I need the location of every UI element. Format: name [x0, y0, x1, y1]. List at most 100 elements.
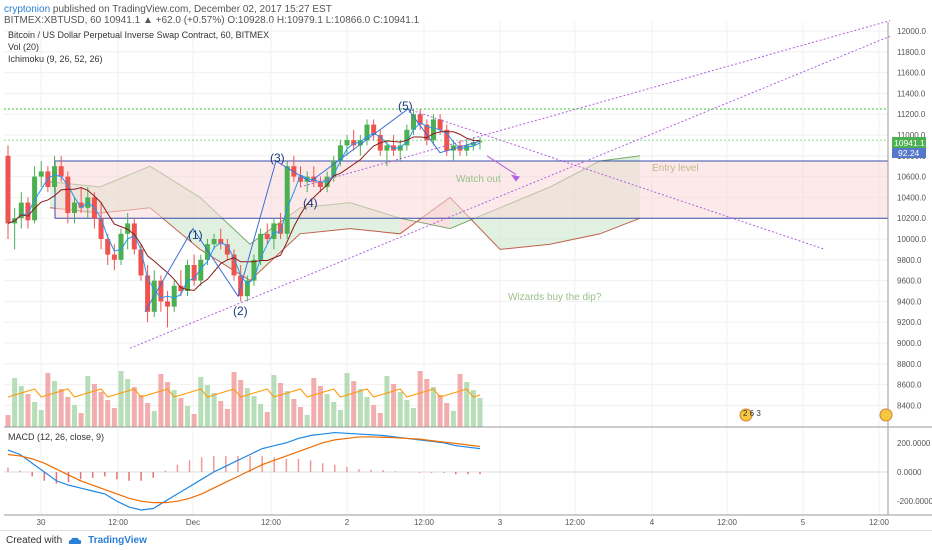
- volume-bar: [131, 387, 137, 427]
- time-tick-label: 2: [345, 518, 350, 527]
- volume-bar: [304, 415, 310, 427]
- candle-body: [391, 145, 397, 151]
- volume-bar: [91, 384, 97, 427]
- tradingview-cloud-icon: [68, 537, 82, 544]
- volume-bar: [25, 394, 31, 427]
- volume-bar: [231, 372, 237, 427]
- volume-bar: [204, 385, 210, 427]
- candle-body: [258, 233, 264, 260]
- volume-bar: [244, 388, 250, 427]
- candle-body: [204, 244, 210, 260]
- time-tick-label: 3: [498, 518, 503, 527]
- candle-body: [304, 176, 310, 182]
- macd-tick-label: 200.0000: [897, 439, 931, 448]
- candle-body: [98, 218, 104, 239]
- volume-bar: [191, 414, 197, 427]
- volume-bar: [450, 411, 456, 427]
- volume-bar: [457, 374, 463, 427]
- candle-body: [470, 142, 476, 146]
- candle-body: [331, 161, 337, 177]
- candle-body: [444, 129, 450, 151]
- candle-body: [337, 145, 343, 161]
- second-price-text: 92.24: [898, 148, 920, 158]
- candle-body: [298, 176, 304, 182]
- volume-bar: [317, 386, 323, 427]
- candle-body: [251, 259, 257, 281]
- volume-bar: [65, 397, 71, 427]
- candle-body: [317, 181, 323, 187]
- volume-bar: [138, 395, 144, 427]
- volume-bar: [71, 405, 77, 427]
- volume-bar: [32, 402, 38, 427]
- candle-body: [371, 124, 377, 135]
- volume-bar: [78, 413, 84, 427]
- indicator-lines: [7, 122, 481, 299]
- projection-arrow: [486, 155, 517, 175]
- candle-body: [411, 114, 417, 130]
- volume-bar: [171, 390, 177, 427]
- volume-bar: [377, 413, 383, 427]
- candle-body: [78, 202, 84, 208]
- volume-bar: [38, 410, 44, 427]
- price-tick-label: 8600.0: [897, 381, 922, 390]
- candle-body: [284, 166, 290, 234]
- candle-body: [397, 145, 403, 151]
- tenkan-sen: [7, 122, 481, 299]
- wave-label-5: (5): [398, 99, 413, 113]
- price-tick-label: 8400.0: [897, 401, 922, 410]
- candle-body: [357, 140, 363, 146]
- price-tick-label: 11600.0: [897, 69, 926, 78]
- candle-body: [138, 249, 144, 276]
- price-tick-label: 11200.0: [897, 110, 926, 119]
- time-tick-label: Dec: [186, 518, 200, 527]
- volume-bar: [258, 404, 264, 427]
- price-tick-label: 10000.0: [897, 235, 926, 244]
- price-tick-label: 9200.0: [897, 318, 922, 327]
- wave-label-1: (1): [188, 228, 203, 242]
- volume-bar: [45, 373, 51, 427]
- footer: Created with TradingView: [0, 530, 932, 550]
- projection-arrowhead: [511, 174, 520, 182]
- candle-body: [145, 275, 151, 312]
- volume-bar: [238, 380, 244, 427]
- volume-bar: [165, 382, 171, 427]
- volume-bar: [224, 409, 230, 427]
- candle-body: [430, 119, 436, 141]
- macd-line: [7, 431, 481, 511]
- volume-bar: [98, 392, 104, 427]
- volume-bars: [5, 371, 483, 427]
- legend-macd: MACD (12, 26, close, 9): [8, 432, 104, 442]
- candle-body: [404, 129, 410, 146]
- tradingview-brand[interactable]: TradingView: [88, 535, 147, 546]
- legend-vol: Vol (20): [8, 42, 39, 52]
- elliott-wave-path: [144, 108, 481, 313]
- volume-ma-line: [7, 388, 481, 398]
- volume-bar: [211, 393, 217, 427]
- volume-bar: [118, 371, 124, 427]
- candle-body: [171, 285, 177, 307]
- last-price-badge: 10941.1: [892, 137, 926, 148]
- candle-body: [464, 145, 470, 151]
- time-tick-label: 4: [650, 518, 655, 527]
- flag-icon[interactable]: [879, 408, 893, 422]
- candle-body: [165, 301, 171, 307]
- author-name[interactable]: cryptonion: [4, 4, 51, 15]
- volume-bar: [351, 381, 357, 427]
- time-tick-label: 12:00: [108, 518, 129, 527]
- volume-bar: [12, 378, 18, 427]
- candle-body: [125, 223, 131, 234]
- event-badge[interactable]: 2 6 3: [739, 408, 761, 422]
- volume-bar: [411, 408, 417, 427]
- volume-bar: [218, 401, 224, 427]
- time-tick-label: 5: [801, 518, 806, 527]
- volume-bar: [364, 397, 370, 427]
- volume-bar: [284, 391, 290, 427]
- candle-body: [71, 202, 77, 213]
- price-tick-label: 11800.0: [897, 48, 926, 57]
- ohlc-line: BITMEX:XBTUSD, 60 10941.1 ▲ +62.0 (+0.57…: [4, 15, 420, 26]
- legend-title: Bitcoin / US Dollar Perpetual Inverse Sw…: [8, 30, 269, 40]
- legend-ichimoku: Ichimoku (9, 26, 52, 26): [8, 54, 103, 64]
- candle-body: [191, 265, 197, 281]
- candle-body: [118, 233, 124, 260]
